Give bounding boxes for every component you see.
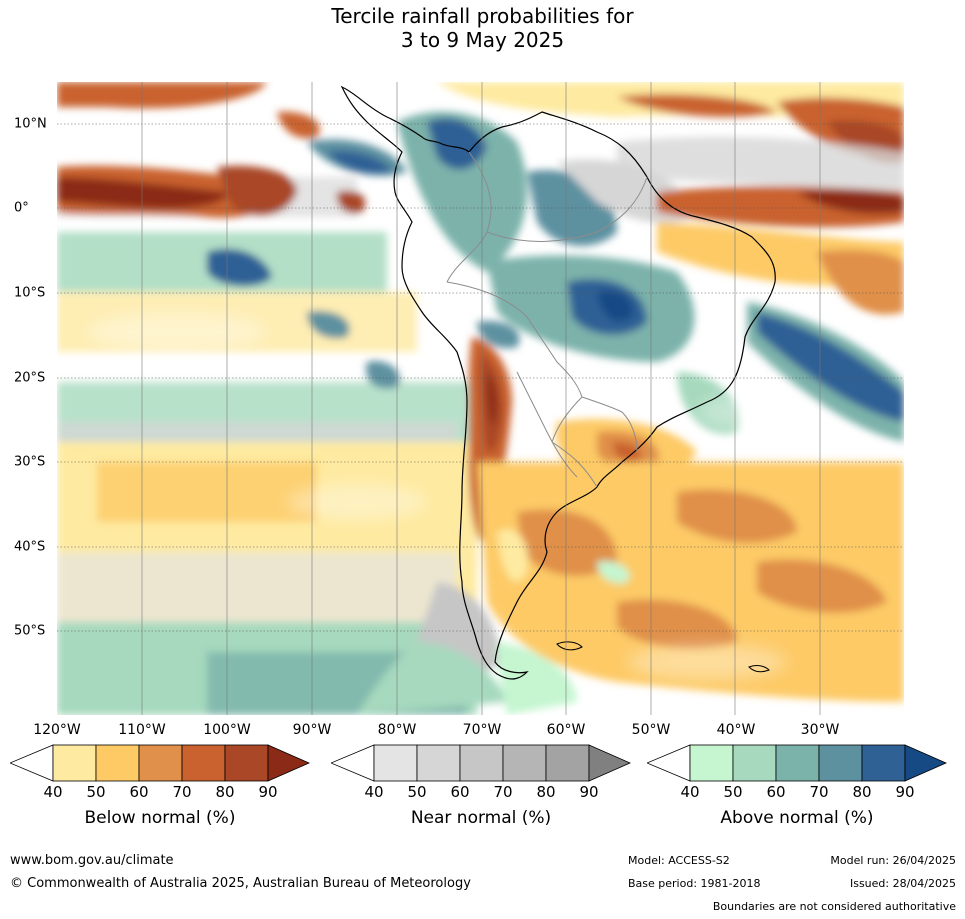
colorbar-near-normal	[331, 744, 631, 782]
cbar-below-swatch-3	[138, 744, 183, 782]
field-texture	[87, 312, 817, 680]
lon-label-30w: 30°W	[800, 722, 840, 738]
coastline-south-america	[340, 85, 776, 680]
probability-field	[57, 82, 904, 715]
cbar-below-tick-90: 90	[258, 783, 278, 801]
cbar-near-tick-40: 40	[364, 783, 384, 801]
cbar-below-tick-50: 50	[86, 783, 106, 801]
cbar-near-tick-70: 70	[493, 783, 513, 801]
cbar-near-title: Near normal (%)	[410, 808, 552, 828]
boundaries-disclaimer: Boundaries are not considered authoritat…	[712, 900, 956, 913]
cbar-below-tick-60: 60	[129, 783, 149, 801]
cbar-below-swatch-2	[95, 744, 140, 782]
lat-label-10s: 10°S	[14, 285, 46, 301]
cbar-near-swatch-0	[331, 744, 375, 782]
lat-label-20s: 20°S	[14, 370, 46, 386]
lat-label-40s: 40°S	[14, 539, 46, 555]
cbar-above-swatch-2	[732, 744, 777, 782]
lat-label-50s: 50°S	[14, 623, 46, 639]
lon-label-70w: 70°W	[462, 722, 502, 738]
south-georgia	[748, 665, 770, 673]
colorbar-above-normal	[647, 744, 947, 782]
cbar-near-swatch-1	[373, 744, 418, 782]
cbar-below-swatch-6	[267, 744, 310, 782]
colorbar-below-normal	[10, 744, 310, 782]
title-line-2: 3 to 9 May 2025	[400, 28, 565, 52]
cbar-above-tick-40: 40	[680, 783, 700, 801]
rainfall-probability-map	[57, 82, 904, 715]
base-period: Base period: 1981-2018	[628, 877, 761, 890]
model-name: Model: ACCESS-S2	[628, 854, 730, 867]
copyright-text: © Commonwealth of Australia 2025, Austra…	[10, 876, 471, 891]
lon-label-50w: 50°W	[631, 722, 671, 738]
cbar-above-swatch-5	[861, 744, 906, 782]
lon-label-110w: 110°W	[118, 722, 166, 738]
cbar-below-swatch-0	[10, 744, 54, 782]
cbar-above-tick-60: 60	[766, 783, 786, 801]
meridians	[141, 82, 821, 715]
cbar-above-swatch-3	[775, 744, 820, 782]
cbar-near-tick-90: 90	[579, 783, 599, 801]
cbar-near-swatch-6	[588, 744, 631, 782]
cbar-near-swatch-2	[416, 744, 461, 782]
cbar-near-tick-80: 80	[536, 783, 556, 801]
cbar-below-swatch-1	[52, 744, 97, 782]
cbar-above-title: Above normal (%)	[720, 808, 874, 828]
cbar-below-title: Below normal (%)	[84, 808, 236, 828]
lon-label-80w: 80°W	[377, 722, 417, 738]
cbar-below-tick-40: 40	[43, 783, 63, 801]
lon-label-100w: 100°W	[203, 722, 251, 738]
lat-label-30s: 30°S	[14, 454, 46, 470]
lon-label-120w: 120°W	[33, 722, 81, 738]
website-link[interactable]: www.bom.gov.au/climate	[10, 853, 174, 868]
lon-label-40w: 40°W	[716, 722, 756, 738]
cbar-near-tick-50: 50	[407, 783, 427, 801]
model-run: Model run: 26/04/2025	[830, 854, 956, 867]
issued-date: Issued: 28/04/2025	[849, 877, 956, 890]
cbar-above-swatch-4	[818, 744, 863, 782]
cbar-above-tick-50: 50	[723, 783, 743, 801]
lon-label-90w: 90°W	[292, 722, 332, 738]
cbar-near-swatch-5	[545, 744, 590, 782]
lon-label-60w: 60°W	[546, 722, 586, 738]
cbar-above-swatch-1	[689, 744, 734, 782]
cbar-below-swatch-5	[224, 744, 269, 782]
title-line-1: Tercile rainfall probabilities for	[331, 4, 634, 28]
cbar-above-tick-90: 90	[895, 783, 915, 801]
cbar-near-tick-60: 60	[450, 783, 470, 801]
cbar-above-tick-70: 70	[809, 783, 829, 801]
falkland-islands	[556, 641, 583, 651]
cbar-near-swatch-3	[459, 744, 504, 782]
cbar-below-tick-70: 70	[172, 783, 192, 801]
cbar-below-tick-80: 80	[215, 783, 235, 801]
cbar-near-swatch-4	[502, 744, 547, 782]
cbar-above-swatch-0	[647, 744, 691, 782]
cbar-above-swatch-6	[904, 744, 947, 782]
lat-label-0: 0°	[14, 200, 29, 216]
gridlines	[57, 123, 904, 632]
map-title: Tercile rainfall probabilities for 3 to …	[0, 4, 965, 52]
cbar-below-swatch-4	[181, 744, 226, 782]
lat-label-10n: 10°N	[14, 116, 47, 132]
cbar-above-tick-80: 80	[852, 783, 872, 801]
